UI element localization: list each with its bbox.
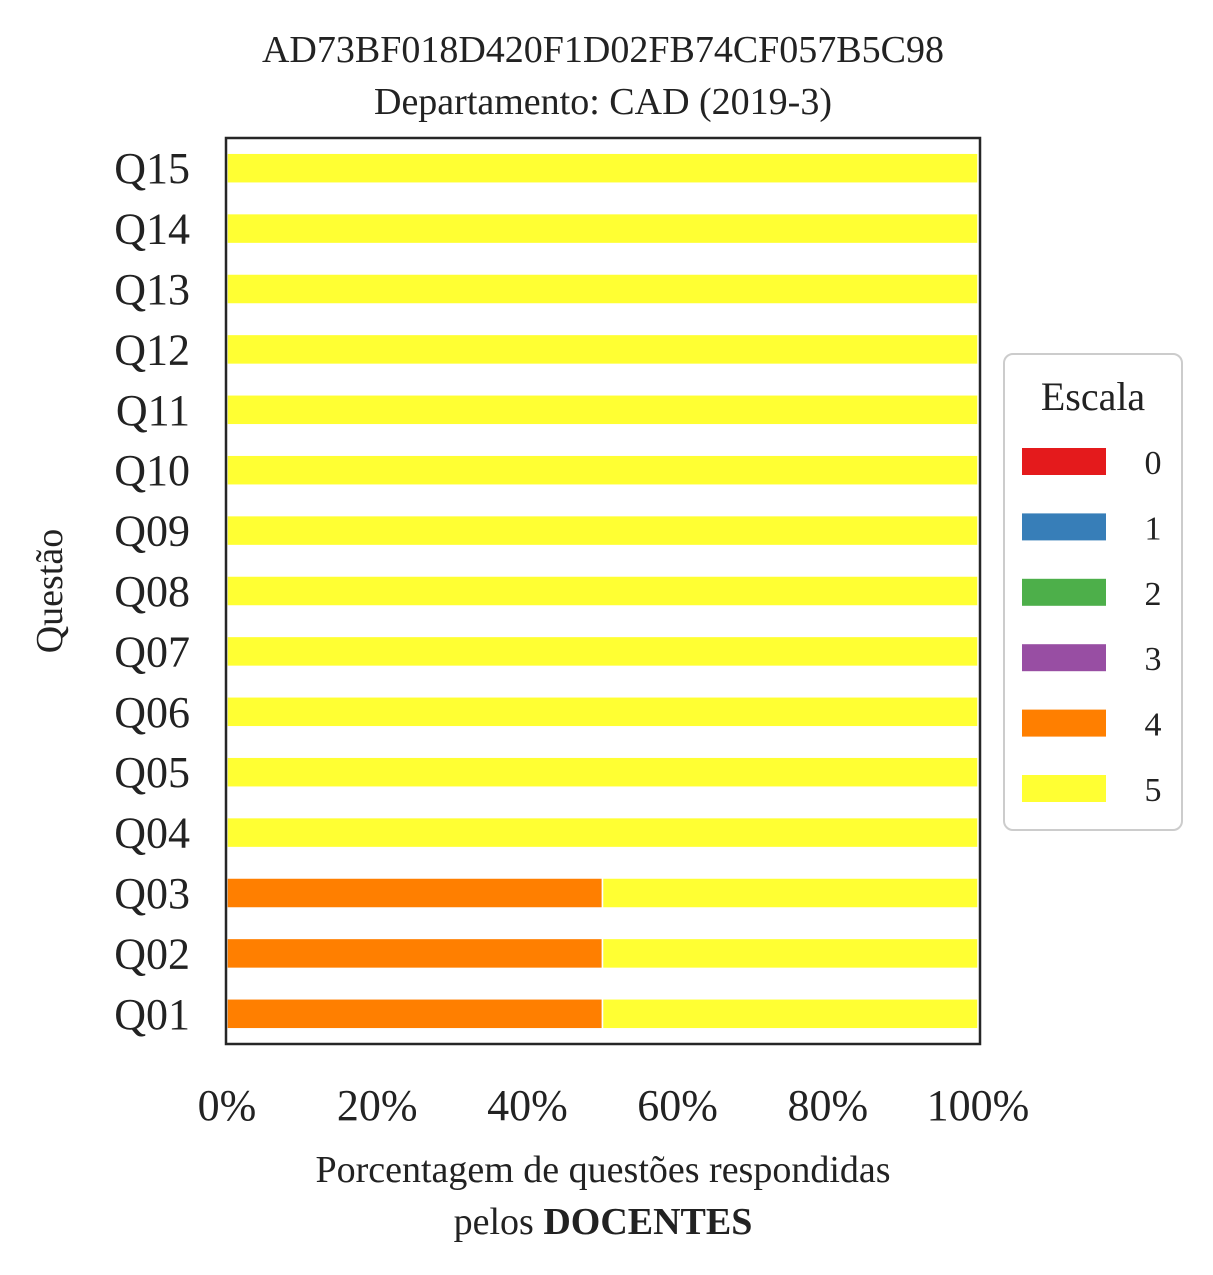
y-tick-label: Q04 [114,809,190,858]
legend-label-0: 0 [1145,445,1162,482]
y-tick-label: Q07 [114,627,190,676]
x-tick-label: 60% [637,1081,718,1130]
y-tick-label: Q06 [114,688,190,737]
y-tick-label: Q09 [114,507,190,556]
legend-label-2: 2 [1145,576,1162,613]
y-tick-label: Q13 [114,265,190,314]
bar-q02-scale-4 [226,937,604,970]
bar-q15-scale-5 [226,152,979,184]
x-axis-label-bold: DOCENTES [543,1201,752,1243]
bar-q02-scale-5 [601,937,979,970]
bar-q06-scale-5 [226,696,979,728]
bar-q12-scale-5 [226,333,979,366]
legend-items: 0 1 2 3 4 5 [1022,445,1162,809]
y-tick-label: Q08 [114,567,190,616]
x-axis-label-prefix: pelos [454,1201,544,1243]
bars [226,152,979,1030]
y-tick-label: Q11 [116,386,190,435]
y-tick-label: Q12 [114,325,190,374]
x-axis-label-line2: pelos DOCENTES [454,1201,753,1243]
bar-q07-scale-5 [226,635,979,668]
legend-label-1: 1 [1145,510,1162,547]
legend-swatch-2 [1022,578,1106,606]
bar-q05-scale-5 [226,756,979,788]
legend: Escala 0 1 2 3 4 5 [1003,353,1183,831]
y-tick-label: Q02 [114,929,190,978]
bar-q04-scale-5 [226,816,979,849]
bar-q09-scale-5 [226,514,979,547]
y-tick-label: Q15 [114,144,190,193]
legend-swatch-5 [1022,775,1106,802]
x-tick-label: 40% [487,1081,568,1130]
bar-q11-scale-5 [226,394,979,426]
legend-label-3: 3 [1145,641,1162,678]
y-tick-labels: Q01 Q02 Q03 Q04 Q05 Q06 Q07 Q08 Q09 Q10 Q11 Q12 Q13 Q… [114,144,190,1039]
bar-q14-scale-5 [226,212,979,245]
legend-label-5: 5 [1145,772,1162,809]
x-tick-label: 0% [198,1081,257,1130]
x-axis-label-line1: Porcentagem de questões respondidas [315,1149,890,1191]
y-tick-label: Q03 [114,869,190,918]
chart-title: AD73BF018D420F1D02FB74CF057B5C98 [262,29,944,71]
y-axis-label: Questão [29,529,71,654]
chart-subtitle: Departamento: CAD (2019-3) [374,81,832,123]
legend-swatch-1 [1022,513,1106,541]
bar-q03-scale-4 [226,877,604,909]
x-tick-labels: 0% 20% 40% 60% 80% 100% [198,1081,1030,1130]
bar-q08-scale-5 [226,575,979,607]
bar-q01-scale-5 [601,998,979,1030]
y-tick-label: Q14 [114,205,190,254]
legend-swatch-3 [1022,644,1106,672]
bar-q03-scale-5 [601,877,979,909]
legend-title: Escala [1041,374,1146,419]
bar-q13-scale-5 [226,273,979,305]
y-tick-label: Q01 [114,990,190,1039]
x-tick-label: 100% [927,1081,1030,1130]
y-tick-label: Q10 [114,446,190,495]
legend-swatch-0 [1022,448,1106,475]
y-tick-label: Q05 [114,748,190,797]
x-tick-label: 80% [787,1081,868,1130]
legend-swatch-4 [1022,709,1106,737]
bar-q10-scale-5 [226,454,979,486]
x-tick-label: 20% [337,1081,418,1130]
plot-frame [224,136,982,1046]
legend-label-4: 4 [1145,707,1162,744]
bar-q01-scale-4 [226,998,604,1030]
